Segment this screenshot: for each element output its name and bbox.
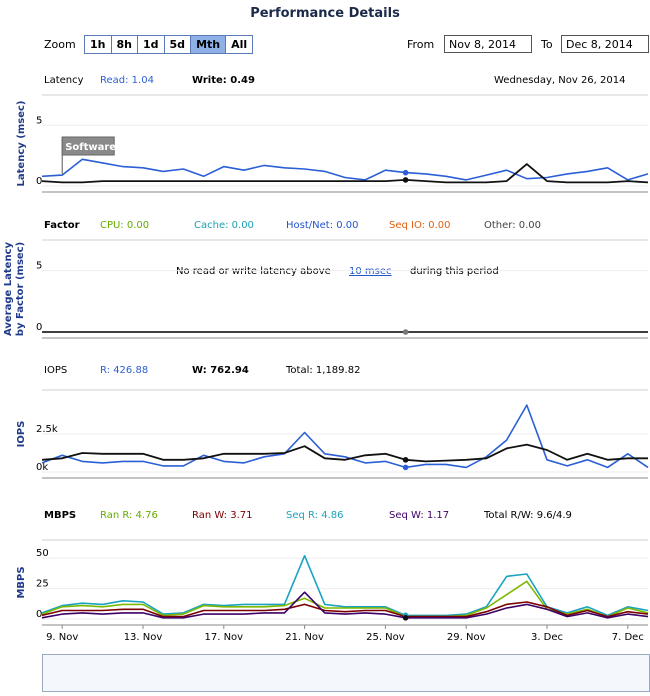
series-line-ran-w [41,601,649,618]
series-line-seq-r [41,554,649,617]
iops-write-value: W: 762.94 [192,365,249,376]
cursor-point [402,329,409,335]
to-date-input[interactable] [561,35,649,53]
iops-read-value: R: 426.88 [100,365,149,376]
y-tick-label: 5 [36,115,42,126]
x-tick-label: 3. Dec [531,632,563,643]
page-title: Performance Details [250,6,400,21]
series-line-read [41,158,649,181]
factor-cpu-value: CPU: 0.00 [100,220,150,231]
chart-panel-1: 0 5 Latency (msec) Software [16,94,649,193]
latency-label: Latency [44,75,84,86]
cursor-point [402,177,409,183]
y-tick-label: 25 [36,579,49,590]
latency-read-value: Read: 1.04 [100,75,154,86]
x-tick-label: 7. Dec [612,632,644,643]
zoom-all-button[interactable]: All [226,36,253,53]
mbps-label: MBPS [44,510,77,521]
y-tick-label: 2.5k [36,424,58,435]
zoom-8h-button[interactable]: 8h [111,36,138,53]
mbps-seqw-value: Seq W: 1.17 [389,510,450,521]
y-axis-label: Average Latency [3,242,14,337]
chart-panel-4: 0 25 50 MBPS 9. Nov 13. Nov 17. Nov 21. Nov 25. … [16,539,649,643]
chart-panel-3: 0k 2.5k IOPS [16,389,649,479]
cursor-point [402,464,409,471]
cursor-point [402,457,409,463]
x-tick-label: 17. Nov [204,632,243,643]
x-tick-label: 21. Nov [285,632,324,643]
latency-threshold-link[interactable]: 10 msec [349,266,392,277]
zoom-month-button[interactable]: Mth [191,36,227,53]
y-tick-label: 50 [36,548,49,559]
zoom-button-group: 1h 8h 1d 5d Mth All [84,35,254,54]
x-tick-label: 13. Nov [124,632,163,643]
cursor-point [402,614,409,621]
iops-label: IOPS [44,365,68,376]
zoom-1h-button[interactable]: 1h [85,36,112,53]
factor-cache-value: Cache: 0.00 [194,220,254,231]
mbps-total-value: Total R/W: 9.6/4.9 [484,510,572,521]
factor-message: No read or write latency above [176,266,331,277]
mbps-ranr-value: Ran R: 4.76 [100,510,158,521]
y-axis-label: IOPS [16,421,27,448]
y-axis-label: MBPS [16,566,27,598]
mbps-ranw-value: Ran W: 3.71 [192,510,253,521]
factor-label: Factor [44,220,80,231]
chart-panel-2: 0 5 Average Latency by Factor (msec) [3,239,648,339]
y-axis-label: by Factor (msec) [15,242,26,336]
x-tick-label: 9. Nov [46,632,78,643]
time-navigator[interactable] [42,654,650,692]
series-line-w [41,443,648,463]
series-line-seq-w [41,591,649,619]
zoom-1d-button[interactable]: 1d [138,36,165,53]
iops-total-value: Total: 1,189.82 [286,365,361,376]
y-tick-label: 0 [36,322,42,333]
y-tick-label: 0k [36,462,48,473]
latency-write-value: Write: 0.49 [192,75,255,86]
factor-host-value: Host/Net: 0.00 [286,220,359,231]
y-tick-label: 0 [36,176,42,187]
x-tick-label: 29. Nov [447,632,486,643]
x-tick-label: 25. Nov [366,632,405,643]
series-line-write [41,163,649,184]
y-tick-label: 0 [36,609,42,620]
y-tick-label: 5 [36,261,42,272]
from-date-input[interactable] [444,35,532,53]
factor-other-value: Other: 0.00 [484,220,542,231]
from-label: From [407,38,435,51]
factor-seqio-value: Seq IO: 0.00 [389,220,451,231]
annotation-label: Software [65,142,116,153]
y-axis-label: Latency (msec) [16,101,27,187]
zoom-label: Zoom [44,38,76,51]
latency-date: Wednesday, Nov 26, 2014 [494,75,626,86]
zoom-5d-button[interactable]: 5d [164,36,192,53]
to-label: To [541,38,553,51]
mbps-seqr-value: Seq R: 4.86 [286,510,344,521]
series-line-r [41,404,649,469]
cursor-point [402,169,409,176]
annotation-flag[interactable] [61,136,115,156]
factor-message-suffix: during this period [410,266,499,277]
